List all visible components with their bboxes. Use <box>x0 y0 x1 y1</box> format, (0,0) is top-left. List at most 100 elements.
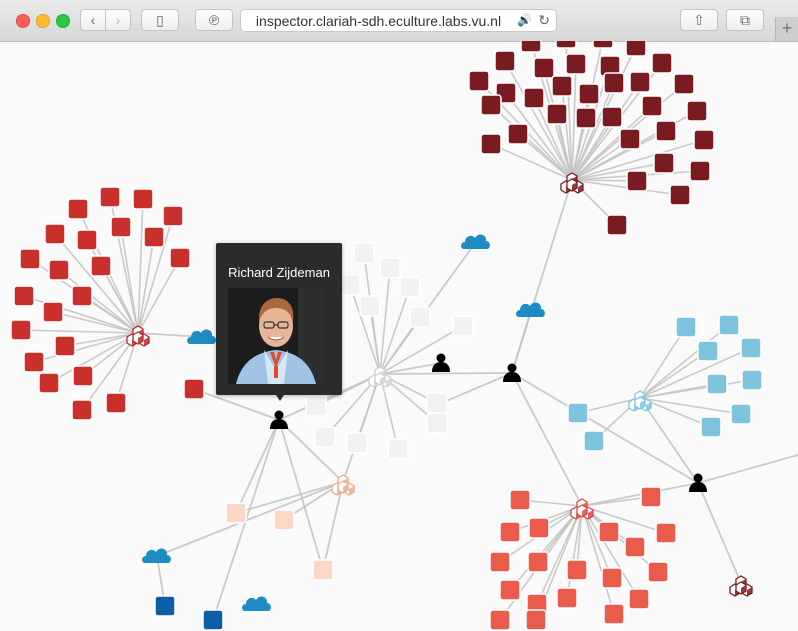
graph-node[interactable] <box>426 392 448 414</box>
audio-icon[interactable]: 🔊 <box>517 13 532 27</box>
graph-node[interactable] <box>653 152 675 174</box>
graph-node[interactable] <box>647 561 669 583</box>
network-graph[interactable] <box>0 41 798 631</box>
graph-node[interactable] <box>76 229 98 251</box>
graph-node[interactable] <box>718 314 740 336</box>
graph-node[interactable] <box>379 257 401 279</box>
graph-node[interactable] <box>387 438 409 460</box>
graph-node[interactable] <box>13 285 35 307</box>
graph-node[interactable] <box>566 559 588 581</box>
graph-node[interactable] <box>629 71 651 93</box>
new-tab-button[interactable]: + <box>775 17 798 41</box>
graph-node[interactable] <box>673 73 695 95</box>
hub-node-icon[interactable] <box>331 474 355 496</box>
show-tabs-button[interactable]: ⧉ <box>726 9 764 31</box>
graph-node[interactable] <box>555 41 577 49</box>
graph-node[interactable] <box>669 184 691 206</box>
graph-node[interactable] <box>655 120 677 142</box>
graph-node[interactable] <box>686 100 708 122</box>
graph-node[interactable] <box>71 399 93 421</box>
graph-node[interactable] <box>740 337 762 359</box>
graph-node[interactable] <box>575 107 597 129</box>
graph-node[interactable] <box>72 365 94 387</box>
graph-node[interactable] <box>305 395 327 417</box>
graph-node[interactable] <box>54 335 76 357</box>
hub-node-icon[interactable] <box>126 325 150 347</box>
hub-node-icon[interactable] <box>628 390 652 412</box>
graph-node[interactable] <box>523 87 545 109</box>
close-window-button[interactable] <box>16 14 30 28</box>
graph-node[interactable] <box>625 41 647 57</box>
pinterest-button[interactable]: ℗ <box>195 9 233 31</box>
graph-node[interactable] <box>533 57 555 79</box>
graph-node[interactable] <box>38 372 60 394</box>
graph-node[interactable] <box>169 247 191 269</box>
graph-node[interactable] <box>606 214 628 236</box>
cloud-icon[interactable] <box>242 596 271 611</box>
graph-node[interactable] <box>312 559 334 581</box>
graph-node[interactable] <box>525 609 547 631</box>
reload-icon[interactable]: ↻ <box>538 12 550 28</box>
graph-node[interactable] <box>689 160 711 182</box>
graph-node[interactable] <box>551 75 573 97</box>
graph-node[interactable] <box>578 83 600 105</box>
graph-node[interactable] <box>603 72 625 94</box>
graph-node[interactable] <box>640 486 662 508</box>
graph-node[interactable] <box>499 579 521 601</box>
graph-node[interactable] <box>741 369 763 391</box>
cloud-icon[interactable] <box>142 548 171 563</box>
graph-node[interactable] <box>353 242 375 264</box>
graph-node[interactable] <box>480 133 502 155</box>
graph-node[interactable] <box>10 319 32 341</box>
graph-node[interactable] <box>509 489 531 511</box>
sidebar-toggle-button[interactable]: ▯ <box>141 9 179 31</box>
graph-node[interactable] <box>489 551 511 573</box>
person-icon[interactable] <box>432 353 450 373</box>
graph-node[interactable] <box>592 41 614 49</box>
minimize-window-button[interactable] <box>36 14 50 28</box>
graph-node[interactable] <box>44 223 66 245</box>
share-button[interactable]: ⇧ <box>680 9 718 31</box>
graph-node[interactable] <box>655 522 677 544</box>
address-bar[interactable]: inspector.clariah-sdh.eculture.labs.vu.n… <box>240 9 557 32</box>
graph-node[interactable] <box>520 41 542 53</box>
graph-node[interactable] <box>346 432 368 454</box>
graph-node[interactable] <box>105 392 127 414</box>
graph-node[interactable] <box>651 52 673 74</box>
hub-node-icon[interactable] <box>560 172 584 194</box>
graph-node[interactable] <box>489 609 511 631</box>
graph-node[interactable] <box>706 373 728 395</box>
cloud-icon[interactable] <box>516 302 545 317</box>
graph-node[interactable] <box>42 301 64 323</box>
graph-node[interactable] <box>110 216 132 238</box>
graph-node[interactable] <box>601 106 623 128</box>
graph-node[interactable] <box>598 521 620 543</box>
person-icon[interactable] <box>503 363 521 383</box>
graph-node[interactable] <box>565 53 587 75</box>
cloud-icon[interactable] <box>461 234 490 249</box>
graph-node[interactable] <box>23 351 45 373</box>
graph-node[interactable] <box>67 198 89 220</box>
graph-node[interactable] <box>183 378 205 400</box>
person-icon[interactable] <box>270 410 288 430</box>
graph-node[interactable] <box>567 402 589 424</box>
graph-node[interactable] <box>48 259 70 281</box>
graph-node[interactable] <box>225 502 247 524</box>
forward-button[interactable]: › <box>105 9 131 31</box>
graph-node[interactable] <box>494 50 516 72</box>
graph-node[interactable] <box>399 276 421 298</box>
graph-node[interactable] <box>99 186 121 208</box>
graph-node[interactable] <box>154 595 176 617</box>
graph-node[interactable] <box>624 536 646 558</box>
graph-node[interactable] <box>90 255 112 277</box>
graph-node[interactable] <box>71 285 93 307</box>
cloud-icon[interactable] <box>187 329 216 344</box>
back-button[interactable]: ‹ <box>80 9 106 31</box>
graph-node[interactable] <box>628 588 650 610</box>
graph-node[interactable] <box>314 426 336 448</box>
graph-node[interactable] <box>641 95 663 117</box>
graph-node[interactable] <box>143 226 165 248</box>
graph-node[interactable] <box>697 340 719 362</box>
graph-node[interactable] <box>700 416 722 438</box>
graph-node[interactable] <box>601 567 623 589</box>
